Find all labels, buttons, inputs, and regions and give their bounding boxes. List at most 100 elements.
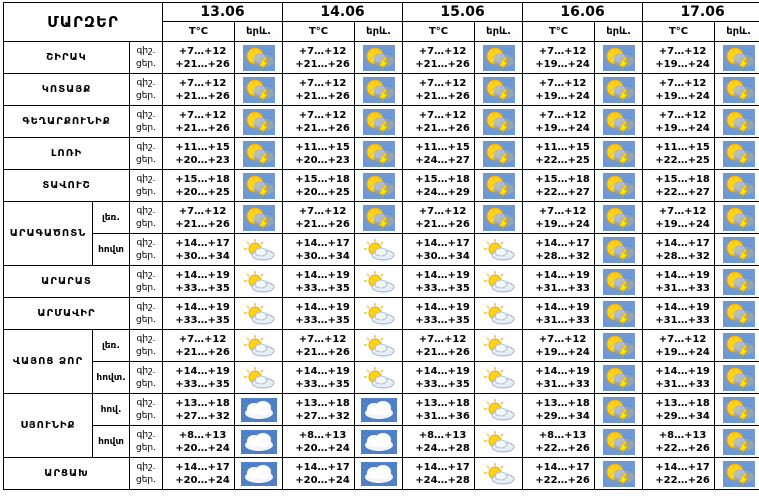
table-row: ՇԻՐԱԿ գիշ. ցեր. +7…+12 +21…+26 +7…+12 +21…+26 +… xyxy=(3,41,759,74)
temperature-cell: +15…+18 +22…+27 xyxy=(642,169,716,202)
night-temp: +15…+18 xyxy=(535,173,590,185)
night-label: գիշ. xyxy=(136,173,156,184)
sun-cloud-icon xyxy=(474,329,524,362)
icon-header: երև. xyxy=(594,21,644,42)
sun-cloud-lightning-icon xyxy=(354,73,404,106)
night-temp: +11…+15 xyxy=(655,141,710,153)
temperature-cell: +11…+15 +22…+25 xyxy=(642,137,716,170)
subregion-name: հովտ xyxy=(92,425,130,458)
table-row: ԱՐՄԱՎԻՐ գիշ. ցեր. +14…+19 +33…+35 +14…+19 +33…… xyxy=(3,297,759,330)
day-temp: +31…+33 xyxy=(655,314,710,326)
table-row: ՍՅՈՒՆԻՔ հով. գիշ. ցեր. +13…+18 +27…+32 +13…+18… xyxy=(3,393,759,458)
day-temp: +19…+24 xyxy=(655,90,710,102)
night-temp: +7…+12 xyxy=(538,77,587,89)
day-temp: +30…+34 xyxy=(295,250,350,262)
day-label: ցեր. xyxy=(136,154,156,165)
sun-cloud-icon xyxy=(234,233,284,266)
temperature-cell: +13…+18 +27…+32 xyxy=(282,393,356,426)
sun-cloud-lightning-icon xyxy=(714,105,759,138)
night-temp: +14…+17 xyxy=(535,237,590,249)
night-temp: +14…+19 xyxy=(175,365,230,377)
day-temp: +29…+34 xyxy=(535,410,590,422)
cloud-icon xyxy=(234,393,284,426)
night-label: գիշ. xyxy=(136,205,156,216)
night-temp: +7…+12 xyxy=(298,109,347,121)
sun-cloud-icon xyxy=(474,297,524,330)
night-temp: +14…+17 xyxy=(175,237,230,249)
night-temp: +7…+12 xyxy=(658,109,707,121)
night-label: գիշ. xyxy=(136,397,156,408)
cloud-icon xyxy=(354,393,404,426)
sun-cloud-lightning-icon xyxy=(354,201,404,234)
temperature-cell: +7…+12 +19…+24 xyxy=(522,201,596,234)
sun-cloud-lightning-icon xyxy=(594,41,644,74)
table-row: ԱՐՑԱԽ գիշ. ցեր. +14…+17 +20…+24 +14…+17 +20…+2… xyxy=(3,457,759,490)
temperature-cell: +8…+13 +24…+28 xyxy=(402,425,476,458)
temperature-cell: +14…+19 +33…+35 xyxy=(162,361,236,394)
night-temp: +14…+19 xyxy=(295,365,350,377)
temperature-cell: +11…+15 +22…+25 xyxy=(522,137,596,170)
night-label: գիշ. xyxy=(136,269,156,280)
night-temp: +7…+12 xyxy=(538,333,587,345)
day-temp: +33…+35 xyxy=(415,314,470,326)
table-row: ՏԱՎՈՒՇ գիշ. ցեր. +15…+18 +20…+25 +15…+18 +20…+… xyxy=(3,169,759,202)
period-labels: գիշ. ցեր. xyxy=(128,137,164,170)
sun-cloud-icon xyxy=(354,297,404,330)
temperature-cell: +14…+17 +22…+26 xyxy=(522,457,596,490)
sun-cloud-icon xyxy=(474,425,524,458)
sun-cloud-lightning-icon xyxy=(474,137,524,170)
night-temp: +7…+12 xyxy=(418,333,467,345)
day-temp: +29…+34 xyxy=(655,410,710,422)
temperature-cell: +13…+18 +29…+34 xyxy=(522,393,596,426)
table-row: ՎԱՅՈՑ ՁՈՐ լեռ. գիշ. ցեր. +7…+12 +21…+26 +7…+12… xyxy=(3,329,759,394)
night-temp: +14…+19 xyxy=(655,365,710,377)
night-label: գիշ. xyxy=(136,429,156,440)
night-temp: +14…+19 xyxy=(175,301,230,313)
forecast-table: ՄԱՐԶԵՐ 13.06 14.06 15.06 16.06 17.06 T°C… xyxy=(2,2,759,490)
temperature-cell: +7…+12 +21…+26 xyxy=(162,201,236,234)
night-temp: +11…+15 xyxy=(295,141,350,153)
sun-cloud-lightning-icon xyxy=(714,233,759,266)
day-temp: +33…+35 xyxy=(295,282,350,294)
day-label: ցեր. xyxy=(136,442,156,453)
day-temp: +21…+26 xyxy=(295,90,350,102)
night-temp: +14…+17 xyxy=(655,461,710,473)
sun-cloud-icon xyxy=(234,361,284,394)
day-label: ցեր. xyxy=(136,122,156,133)
subregion-name: լեռ. xyxy=(92,201,130,234)
sun-cloud-lightning-icon xyxy=(714,457,759,490)
day-temp: +27…+32 xyxy=(295,410,350,422)
night-label: գիշ. xyxy=(136,141,156,152)
night-temp: +14…+19 xyxy=(535,301,590,313)
temperature-cell: +7…+12 +19…+24 xyxy=(522,73,596,106)
icon-header: երև. xyxy=(714,21,759,42)
region-name: ԱՐԱՐԱՏ xyxy=(3,265,130,298)
period-labels: գիշ. ցեր. xyxy=(128,297,164,330)
sun-cloud-lightning-icon xyxy=(234,105,284,138)
temp-header: T°C xyxy=(522,21,596,42)
table-row: ԱՐԱԳԱԾՈՏՆ լեռ. գիշ. ցեր. +7…+12 +21…+26 +7…+12… xyxy=(3,201,759,266)
sun-cloud-lightning-icon xyxy=(354,169,404,202)
day-label: ցեր. xyxy=(136,58,156,69)
table-row: ԳԵՂԱՐՔՈՒՆԻՔ գիշ. ցեր. +7…+12 +21…+26 +7…+12 +2… xyxy=(3,105,759,138)
day-temp: +22…+26 xyxy=(655,474,710,486)
sun-cloud-lightning-icon xyxy=(594,105,644,138)
day-temp: +22…+27 xyxy=(535,186,590,198)
region-name: ՏԱՎՈՒՇ xyxy=(3,169,130,202)
day-temp: +31…+33 xyxy=(535,378,590,390)
day-temp: +22…+25 xyxy=(535,154,590,166)
temperature-cell: +8…+13 +22…+26 xyxy=(522,425,596,458)
temperature-cell: +7…+12 +19…+24 xyxy=(522,105,596,138)
day-temp: +21…+26 xyxy=(175,346,230,358)
night-temp: +14…+19 xyxy=(535,269,590,281)
day-temp: +24…+28 xyxy=(415,442,470,454)
temperature-cell: +14…+19 +31…+33 xyxy=(522,361,596,394)
night-temp: +14…+19 xyxy=(415,301,470,313)
region-name: ԳԵՂԱՐՔՈՒՆԻՔ xyxy=(3,105,130,138)
night-temp: +8…+13 xyxy=(178,429,227,441)
night-temp: +14…+19 xyxy=(175,269,230,281)
day-temp: +20…+23 xyxy=(175,154,230,166)
temperature-cell: +14…+17 +20…+24 xyxy=(282,457,356,490)
temperature-cell: +14…+17 +30…+34 xyxy=(162,233,236,266)
night-temp: +7…+12 xyxy=(658,333,707,345)
